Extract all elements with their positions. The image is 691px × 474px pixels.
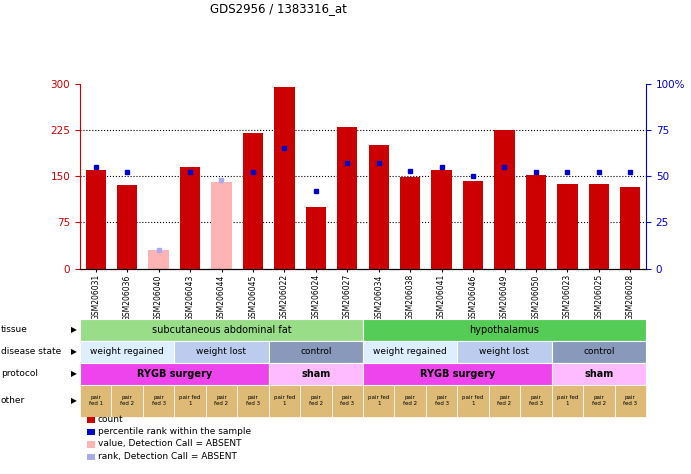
Text: protocol: protocol [1,369,38,378]
Bar [211,182,231,269]
Bar [526,175,546,269]
Bar [86,170,106,269]
Text: ▶: ▶ [70,347,77,356]
Text: RYGB surgery: RYGB surgery [137,369,212,379]
Bar [305,207,326,269]
Text: pair fed
1: pair fed 1 [557,395,578,406]
Text: sham: sham [584,369,614,379]
Bar [620,187,641,269]
Bar [589,183,609,269]
Bar [400,177,420,269]
Text: percentile rank within the sample: percentile rank within the sample [98,427,251,436]
Bar [337,127,357,269]
Text: pair
fed 2: pair fed 2 [591,395,606,406]
Text: pair
fed 2: pair fed 2 [498,395,511,406]
Text: pair
fed 2: pair fed 2 [403,395,417,406]
Text: rank, Detection Call = ABSENT: rank, Detection Call = ABSENT [98,452,237,461]
Bar [180,167,200,269]
Text: pair fed
1: pair fed 1 [462,395,484,406]
Text: pair
fed 2: pair fed 2 [120,395,134,406]
Text: weight lost: weight lost [480,347,529,356]
Text: control: control [583,347,614,356]
Bar [274,87,294,269]
Text: hypothalamus: hypothalamus [470,325,540,335]
Text: pair
fed 2: pair fed 2 [214,395,229,406]
Bar [463,181,483,269]
Text: tissue: tissue [1,325,28,334]
Text: pair
fed 2: pair fed 2 [309,395,323,406]
Text: RYGB surgery: RYGB surgery [419,369,495,379]
Text: GDS2956 / 1383316_at: GDS2956 / 1383316_at [209,2,347,15]
Text: value, Detection Call = ABSENT: value, Detection Call = ABSENT [98,439,241,448]
Text: pair
fed 3: pair fed 3 [151,395,166,406]
Text: pair
fed 3: pair fed 3 [435,395,448,406]
Text: weight regained: weight regained [373,347,447,356]
Text: pair fed
1: pair fed 1 [274,395,295,406]
Text: sham: sham [301,369,330,379]
Bar [149,250,169,269]
Bar [557,183,578,269]
Text: weight lost: weight lost [196,347,247,356]
Text: count: count [98,414,124,423]
Text: disease state: disease state [1,347,61,356]
Text: ▶: ▶ [70,325,77,334]
Text: ▶: ▶ [70,369,77,378]
Text: pair
fed 3: pair fed 3 [529,395,543,406]
Text: subcutaneous abdominal fat: subcutaneous abdominal fat [152,325,292,335]
Text: pair
fed 1: pair fed 1 [88,395,103,406]
Text: pair fed
1: pair fed 1 [368,395,390,406]
Text: pair
fed 3: pair fed 3 [246,395,260,406]
Bar [431,170,452,269]
Text: ▶: ▶ [70,396,77,405]
Bar [117,185,138,269]
Text: pair
fed 3: pair fed 3 [340,395,354,406]
Text: control: control [300,347,332,356]
Text: pair
fed 3: pair fed 3 [623,395,637,406]
Text: weight regained: weight regained [91,347,164,356]
Bar [494,130,515,269]
Bar [243,133,263,269]
Text: other: other [1,396,25,405]
Text: pair fed
1: pair fed 1 [180,395,201,406]
Bar [368,146,389,269]
